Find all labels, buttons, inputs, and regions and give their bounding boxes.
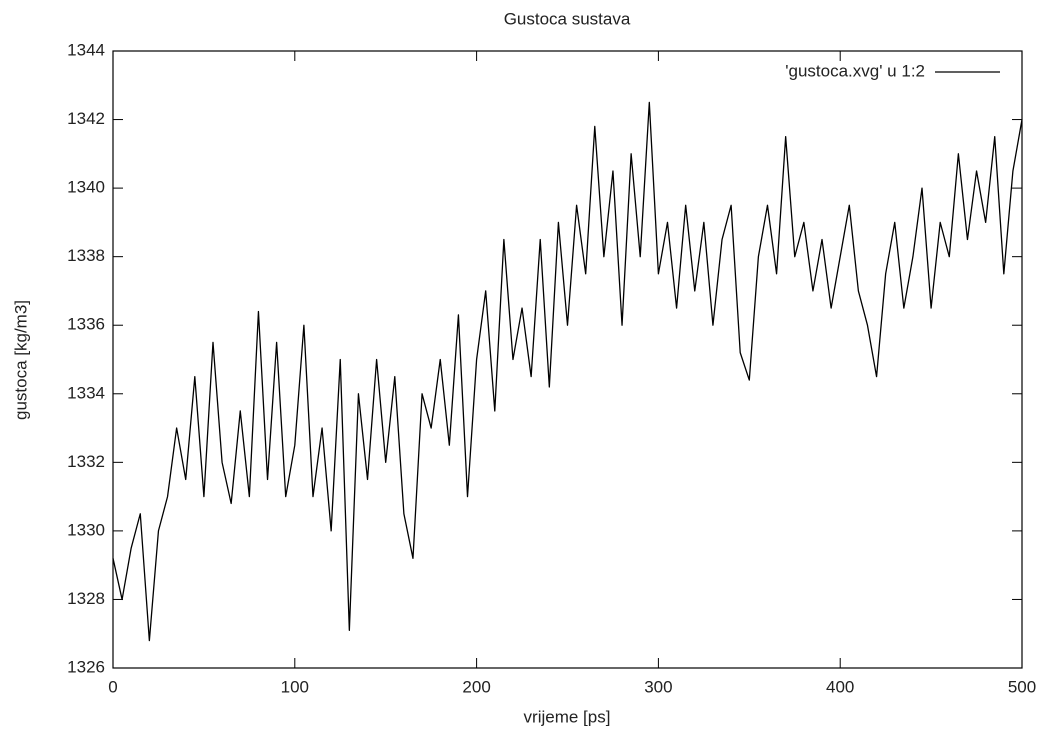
legend-label: 'gustoca.xvg' u 1:2 <box>785 61 925 80</box>
x-tick-label: 200 <box>462 677 490 696</box>
x-tick-label: 500 <box>1008 677 1036 696</box>
y-tick-label: 1326 <box>67 657 105 676</box>
y-tick-label: 1328 <box>67 589 105 608</box>
y-tick-label: 1334 <box>67 383 105 402</box>
plot-border <box>112 50 1023 669</box>
y-tick-label: 1330 <box>67 520 105 539</box>
y-tick-label: 1336 <box>67 315 105 334</box>
y-tick-label: 1340 <box>67 178 105 197</box>
y-axis-label: gustoca [kg/m3] <box>11 300 30 420</box>
y-tick-label: 1338 <box>67 246 105 265</box>
x-tick-label: 100 <box>281 677 309 696</box>
data-line <box>112 101 1023 642</box>
x-tick-label: 400 <box>826 677 854 696</box>
y-tick-label: 1332 <box>67 452 105 471</box>
chart-title: Gustoca sustava <box>504 9 631 28</box>
y-tick-label: 1344 <box>67 40 105 59</box>
x-tick-label: 0 <box>108 677 117 696</box>
y-tick-label: 1342 <box>67 109 105 128</box>
x-tick-label: 300 <box>644 677 672 696</box>
x-axis-label: vrijeme [ps] <box>524 707 611 726</box>
